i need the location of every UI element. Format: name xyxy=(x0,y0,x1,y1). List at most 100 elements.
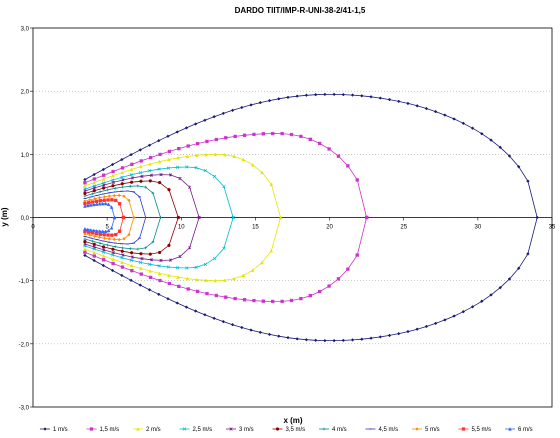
x-tick-label: 35 xyxy=(549,225,556,231)
data-point xyxy=(167,149,172,154)
data-point xyxy=(350,93,355,97)
data-point xyxy=(260,260,264,265)
data-point xyxy=(148,169,152,173)
data-point xyxy=(111,250,116,255)
data-point xyxy=(117,202,122,206)
data-point xyxy=(332,92,336,97)
legend-marker xyxy=(508,427,512,431)
series-line-upper xyxy=(84,153,281,218)
data-point xyxy=(83,204,87,208)
x-tick-label: 5 xyxy=(105,225,109,231)
data-point xyxy=(106,243,109,247)
data-point xyxy=(222,278,227,282)
x-axis-label: x (m) xyxy=(283,416,302,425)
data-point xyxy=(232,276,236,281)
data-point xyxy=(129,251,134,255)
data-point xyxy=(194,166,198,170)
data-point xyxy=(461,309,466,314)
data-point xyxy=(147,288,152,292)
data-point xyxy=(369,95,373,99)
data-point xyxy=(106,198,110,202)
data-point xyxy=(185,266,189,270)
data-point xyxy=(91,239,94,243)
data-point xyxy=(102,195,107,199)
data-point xyxy=(87,201,91,205)
data-point xyxy=(241,157,246,162)
legend-label: 4,5 m/s xyxy=(379,427,399,433)
data-point xyxy=(139,272,143,276)
data-point xyxy=(140,257,144,261)
data-point xyxy=(117,193,121,198)
data-point xyxy=(109,225,114,230)
series-5-5-m-s xyxy=(83,198,126,237)
data-point xyxy=(149,258,154,262)
data-point xyxy=(318,141,322,146)
data-point xyxy=(110,162,115,167)
data-point xyxy=(212,114,216,119)
data-point xyxy=(193,122,198,126)
data-point xyxy=(103,229,108,234)
series-line-lower xyxy=(84,217,281,282)
series-2-m-s xyxy=(83,152,283,283)
data-point xyxy=(92,254,96,258)
data-point xyxy=(102,248,106,252)
data-point xyxy=(213,152,218,157)
data-point xyxy=(83,183,87,188)
data-point xyxy=(489,293,493,297)
legend: 1 m/s 1,5 m/s 2 m/s 2,5 m/s 3 m/s 3,5 m/s 4 m/… xyxy=(40,427,533,433)
legend-label: 6 m/s xyxy=(518,427,533,433)
data-point xyxy=(526,179,530,183)
data-point xyxy=(278,215,283,220)
data-point xyxy=(129,278,133,283)
data-point xyxy=(480,131,484,136)
x-tick-label: 15 xyxy=(252,225,259,231)
data-point xyxy=(92,172,96,177)
data-point xyxy=(396,331,401,336)
data-point xyxy=(83,239,87,244)
data-point xyxy=(166,296,170,301)
data-point xyxy=(136,247,140,251)
data-point xyxy=(100,229,105,233)
data-point xyxy=(83,250,87,254)
data-point xyxy=(327,284,331,288)
data-point xyxy=(424,106,429,111)
data-point xyxy=(498,285,503,290)
data-point xyxy=(166,265,170,269)
data-point xyxy=(144,246,147,250)
axes: -3,0 -2,0 -1,0 0,0 1,0 2,0 3,0 0 5 10 15 20 25 30 35 xyxy=(19,27,556,412)
data-point xyxy=(271,299,275,304)
data-point xyxy=(221,319,226,324)
series-line-upper xyxy=(84,199,124,218)
data-point xyxy=(103,201,108,206)
data-point xyxy=(100,201,105,206)
data-point xyxy=(213,256,217,261)
data-point xyxy=(138,283,143,287)
data-point xyxy=(369,336,373,340)
y-tick-label: 1,0 xyxy=(21,153,30,159)
data-point xyxy=(83,232,87,236)
data-point xyxy=(308,137,312,141)
data-point xyxy=(157,271,162,276)
data-point xyxy=(214,137,219,142)
data-point xyxy=(224,136,228,140)
data-point xyxy=(83,177,87,182)
data-point xyxy=(498,145,503,150)
data-point xyxy=(267,332,272,337)
series-3-m-s xyxy=(83,173,201,262)
data-point xyxy=(149,173,154,177)
data-point xyxy=(184,126,189,130)
data-point xyxy=(110,198,114,202)
data-point xyxy=(233,134,237,139)
data-point xyxy=(470,126,475,130)
data-point xyxy=(98,241,102,245)
series-5-m-s xyxy=(83,193,136,242)
data-point xyxy=(258,330,263,335)
data-point xyxy=(157,167,161,171)
x-tick-label: 30 xyxy=(475,225,482,231)
data-point xyxy=(157,180,162,185)
data-point xyxy=(406,329,410,334)
data-point xyxy=(148,275,153,280)
data-point xyxy=(205,291,209,296)
data-point xyxy=(120,265,125,269)
data-point xyxy=(166,134,170,139)
